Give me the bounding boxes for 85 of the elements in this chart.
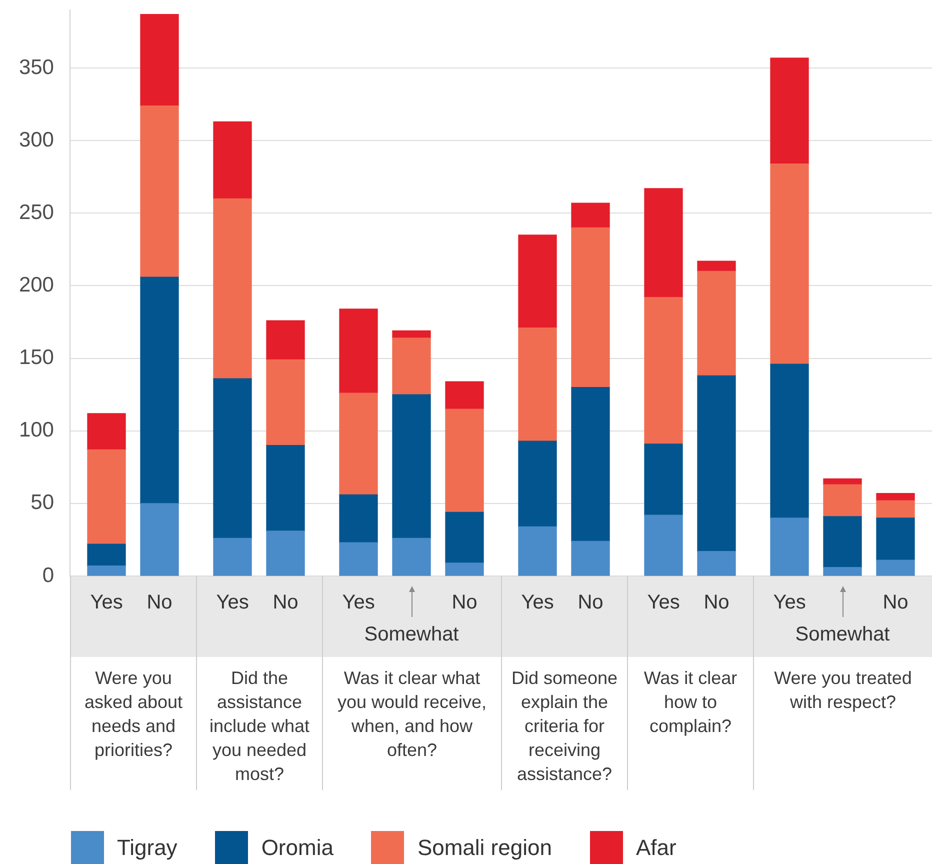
- x-axis-title: Was it clear how to complain?: [642, 667, 738, 738]
- x-tick-label: No: [146, 592, 172, 614]
- bar: [770, 58, 809, 164]
- legend-label: Somali region: [417, 834, 552, 860]
- legend-label: Tigray: [117, 834, 178, 860]
- bar: [770, 518, 809, 576]
- y-tick-label: 50: [30, 491, 54, 514]
- bar: [823, 516, 862, 568]
- x-tick-label: No: [704, 592, 730, 614]
- bar: [518, 440, 557, 527]
- bar: [392, 538, 431, 576]
- bar: [140, 105, 179, 278]
- bar: [697, 375, 736, 552]
- x-tick-label: No: [452, 592, 478, 614]
- legend-label: Afar: [636, 834, 676, 860]
- x-tick-label: No: [272, 592, 298, 614]
- bar: [140, 276, 179, 504]
- bar: [571, 387, 610, 542]
- bar: [339, 542, 378, 576]
- bar: [445, 512, 484, 564]
- y-tick-label: 0: [42, 564, 54, 587]
- bar: [823, 566, 862, 576]
- bar: [87, 413, 126, 450]
- bar: [445, 562, 484, 576]
- bar: [770, 364, 809, 518]
- x-axis-title: Did the assistance include what you needed most?: [208, 667, 311, 786]
- bar: [644, 188, 683, 298]
- y-tick-label: 250: [18, 200, 54, 224]
- bar: [140, 503, 179, 576]
- bar: [392, 338, 431, 395]
- x-tick-label: Somewhat: [364, 624, 460, 646]
- x-axis-title: Were you asked about needs and priorities?: [83, 667, 184, 762]
- bar: [392, 394, 431, 539]
- x-tick-label: Yes: [342, 592, 375, 614]
- bar: [697, 260, 736, 272]
- x-tick-label: Yes: [773, 592, 806, 614]
- x-tick-label: Yes: [521, 592, 554, 614]
- x-axis-title: Were you treated with respect?: [773, 667, 913, 714]
- bar: [140, 14, 179, 106]
- x-tick-label: Somewhat: [795, 624, 890, 646]
- y-tick-label: 350: [18, 56, 54, 79]
- bar: [87, 566, 126, 576]
- x-tick-label: No: [578, 592, 604, 614]
- bar: [339, 494, 378, 543]
- bar: [266, 445, 305, 532]
- y-tick-label: 300: [18, 128, 54, 152]
- bar: [213, 538, 252, 576]
- x-axis-title: Was it clear what you would receive, when, and how often?: [336, 667, 488, 762]
- bar: [213, 121, 252, 199]
- x-tick-label: No: [882, 592, 908, 614]
- bar: [339, 392, 378, 496]
- x-tick-label: Yes: [647, 592, 680, 614]
- bar: [644, 444, 683, 516]
- bar: [644, 297, 683, 444]
- bar: [876, 560, 915, 576]
- bar: [770, 164, 809, 364]
- x-tick-label: Yes: [216, 592, 249, 614]
- bar: [266, 530, 305, 576]
- bar: [87, 449, 126, 544]
- bar: [339, 308, 378, 394]
- bar: [571, 202, 610, 228]
- x-axis-title: Did someone explain the criteria for receiving assistance?: [510, 667, 619, 786]
- bar: [518, 328, 557, 442]
- x-tick-label: Yes: [90, 592, 123, 614]
- bar: [823, 484, 862, 517]
- y-tick-label: 100: [18, 418, 54, 442]
- bar: [518, 234, 557, 328]
- bar: [697, 270, 736, 376]
- bar: [266, 359, 305, 446]
- legend-label: Oromia: [261, 834, 334, 860]
- bar: [213, 198, 252, 379]
- bar: [876, 500, 915, 518]
- bar: [571, 540, 610, 576]
- bar: [445, 381, 484, 410]
- bar: [213, 378, 252, 539]
- bar: [266, 320, 305, 360]
- y-tick-label: 200: [18, 274, 54, 297]
- bar: [697, 551, 736, 576]
- bar: [445, 408, 484, 512]
- bar: [876, 518, 915, 560]
- bar: [518, 526, 557, 576]
- y-tick-label: 150: [18, 346, 54, 370]
- bar: [571, 227, 610, 388]
- bar: [87, 544, 126, 566]
- bar: [644, 514, 683, 576]
